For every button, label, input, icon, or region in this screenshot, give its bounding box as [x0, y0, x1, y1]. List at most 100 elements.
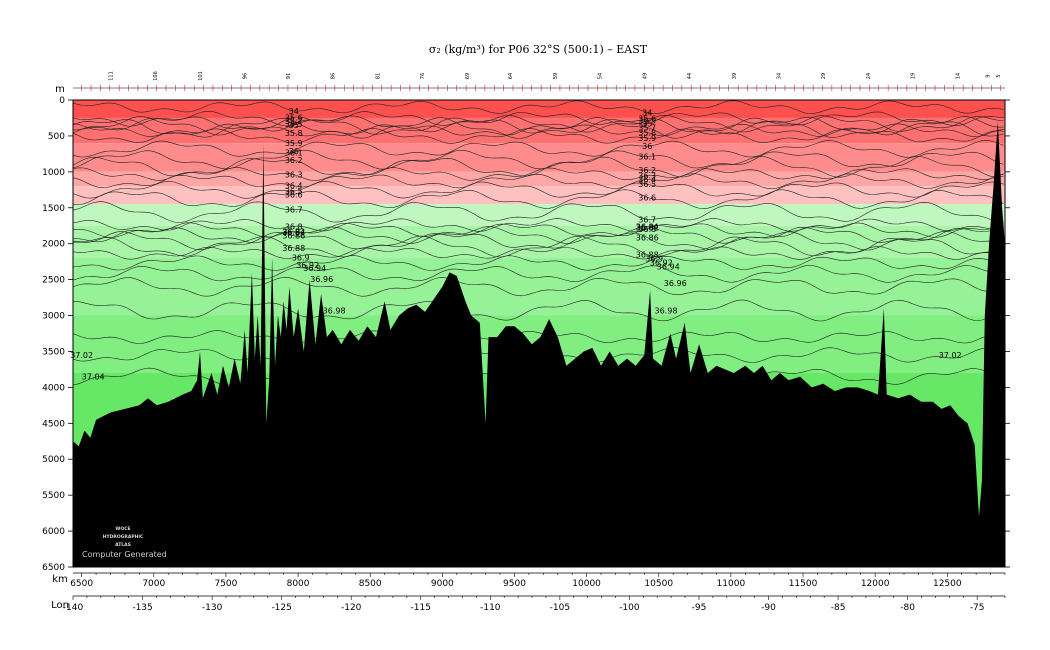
- color-band-2: [73, 143, 1005, 172]
- x-tick-label: 7000: [142, 579, 165, 589]
- lon-tick-label: -75: [970, 603, 985, 613]
- distance-axis: 6500 7000 7500 8000 8500 9000 9500 10000 10500 11…: [70, 572, 1006, 589]
- x-tick-label: 12000: [861, 579, 890, 589]
- contour-36-6: [73, 189, 1004, 209]
- x-tick-label: 12500: [933, 579, 962, 589]
- contour-label: 36.8: [285, 222, 303, 231]
- contour-label: 35.5: [638, 117, 656, 126]
- color-band-5: [73, 204, 1005, 226]
- contour-label: 36.96: [310, 275, 333, 284]
- y-tick-label: 4500: [42, 419, 65, 429]
- contour-label: 35.8: [285, 129, 303, 138]
- contour-label: 36.86: [282, 232, 305, 241]
- contour-label: 37.04: [82, 373, 105, 382]
- x-tick-label: 11500: [789, 579, 818, 589]
- contour-label: 35.5: [285, 120, 303, 129]
- y-tick-label: 1000: [42, 168, 65, 178]
- contour-35-5: [73, 114, 1004, 133]
- contour-36-92: [73, 255, 1004, 271]
- contour-label: 34: [642, 108, 652, 117]
- contour-label: 36.9: [645, 255, 663, 264]
- contour-label: 36.84: [282, 228, 305, 237]
- contour-label: 36.7: [285, 206, 303, 215]
- contour-36-8: [73, 218, 1004, 232]
- station-axis: 111 106 101 96 91 86 81 76 69 64 59 54 49 44 39 34 29 24 1…: [73, 71, 1005, 91]
- lon-tick-label: -100: [619, 603, 640, 613]
- x-tick-label: 8000: [287, 579, 310, 589]
- lon-tick-label: -130: [202, 603, 223, 613]
- color-band-7: [73, 258, 1005, 316]
- woce-logo: WOCE HYDROGRAPHIC ATLAS Computer Generat…: [82, 526, 167, 559]
- contour-36-7: [73, 201, 1004, 223]
- contour-36-82: [73, 222, 1004, 238]
- station-label: 101: [198, 71, 204, 81]
- y-tick-label: 3000: [42, 312, 65, 322]
- lon-tick-label: -135: [132, 603, 152, 613]
- lon-tick-label: -115: [411, 603, 431, 613]
- y-tick-label: 500: [48, 132, 65, 142]
- contour-36-98: [73, 299, 1004, 322]
- station-label: 91: [286, 73, 292, 79]
- contour-label: 36.86: [636, 234, 659, 243]
- contour-label: 34: [289, 107, 299, 116]
- contour-label: 35: [642, 120, 652, 129]
- contour-label: 35.7: [285, 117, 303, 126]
- contour-label: 36.4: [285, 182, 303, 191]
- seafloor-bathymetry: [73, 121, 1005, 567]
- contour-36: [73, 140, 1004, 158]
- y-tick-label: 1500: [42, 204, 65, 214]
- x-tick-label: 7500: [214, 579, 237, 589]
- contour-36-9: [73, 246, 1004, 260]
- contour-label: 36.6: [638, 193, 656, 202]
- station-label: 81: [375, 73, 381, 79]
- contour-35-8: [73, 123, 1004, 138]
- x-tick-label: 8500: [359, 579, 382, 589]
- contour-label: 35.7: [638, 124, 656, 133]
- lon-tick-label: -80: [900, 603, 915, 613]
- contour-label: 36.8: [638, 225, 656, 234]
- distance-axis-unit: km: [52, 574, 68, 585]
- station-label: 69: [465, 73, 471, 79]
- chart-title: σ₂ (kg/m³) for P06 32°S (500:1) – EAST: [429, 43, 648, 56]
- contour-36-88: [73, 235, 1004, 258]
- logo-line3: ATLAS: [115, 542, 131, 548]
- y-tick-label: 6000: [42, 527, 65, 537]
- contour-label: 35.9: [638, 134, 656, 143]
- contour-label: 36.4: [638, 175, 656, 184]
- lon-tick-label: -90: [761, 603, 776, 613]
- plot-frame: [72, 99, 1006, 568]
- contour-36-86: [73, 231, 1004, 251]
- contour-label: 36.7: [638, 215, 656, 224]
- contour-label: 36.88: [282, 244, 305, 253]
- station-label: 106: [153, 71, 159, 81]
- logo-line2: HYDROGRAPHIC: [103, 534, 144, 540]
- x-tick-label: 9000: [431, 579, 454, 589]
- contour-35-6: [73, 116, 1004, 136]
- contour-label: 36.94: [303, 264, 326, 273]
- contour-label: 36.92: [650, 258, 673, 267]
- lon-tick-label: -105: [550, 603, 570, 613]
- station-label: 9: [986, 74, 992, 77]
- computer-generated-note: Computer Generated: [82, 550, 167, 559]
- color-band-0: [73, 100, 1005, 118]
- station-label: 29: [821, 73, 827, 79]
- contour-label: 36: [289, 147, 299, 156]
- contour-label: 35: [289, 121, 299, 130]
- contour-label: 36: [642, 142, 652, 151]
- contour-label: 37.02: [939, 351, 962, 360]
- contour-label: 36.82: [282, 228, 305, 237]
- y-tick-label: 2500: [42, 276, 65, 286]
- station-label: 39: [732, 73, 738, 79]
- y-tick-label: 6500: [42, 563, 65, 573]
- depth-axis: 0 500 1000 1500 2000 2500 3000 3500 4000 4500 5000…: [42, 96, 1010, 573]
- station-label: 111: [109, 71, 115, 81]
- contour-label: 36.94: [657, 262, 680, 271]
- contour-34: [73, 100, 1004, 114]
- contour-label: 36.6: [285, 190, 303, 199]
- contour-label: 36.5: [285, 187, 303, 196]
- color-band-4: [73, 186, 1005, 205]
- contour-37: [73, 330, 1004, 344]
- isopycnal-contours: [73, 100, 1004, 386]
